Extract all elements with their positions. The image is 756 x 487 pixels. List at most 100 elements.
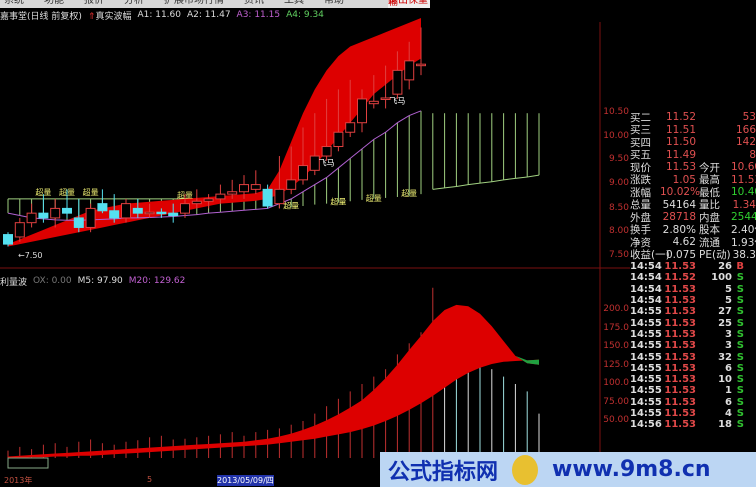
indicator-header: 利量波 OX: 0.00 M5: 97.90 M20: 129.62 xyxy=(0,275,185,288)
tick-time: 14:55 xyxy=(630,374,662,386)
candle-body xyxy=(62,207,72,214)
quote-value: 10.40 xyxy=(731,186,756,199)
tick-side: B xyxy=(736,261,744,273)
tick-volume: 3 xyxy=(725,340,732,352)
menu-item[interactable]: 报价 xyxy=(84,0,104,6)
tick-time: 14:55 xyxy=(630,317,662,329)
candle-body xyxy=(333,131,344,148)
quote-label: 内盘 xyxy=(699,211,720,224)
tick-row: 14:55 11.53 25 S xyxy=(630,317,756,329)
quote-value: 8 xyxy=(749,148,756,161)
quote-label: 涨跌 xyxy=(630,174,651,187)
low-price-label: ←7.50 xyxy=(18,251,43,260)
quote-value: 11.51 xyxy=(665,123,696,136)
price-tick: 10.50 xyxy=(603,107,629,117)
quote-value: 1.34 xyxy=(732,198,756,211)
quote-value: 54164 xyxy=(662,198,696,211)
candle-body xyxy=(309,155,320,171)
quote-value: 11.53 xyxy=(731,173,756,186)
menu-item[interactable]: 功能 xyxy=(44,0,64,6)
tick-volume: 6 xyxy=(725,362,732,374)
tick-time: 14:55 xyxy=(630,340,662,352)
quote-label: 涨幅 xyxy=(630,186,651,199)
candle-body xyxy=(250,184,261,190)
quote-row: 买二 11.52 53 xyxy=(630,111,756,124)
signal-label: 超量 xyxy=(83,187,99,197)
quote-row: 总量 54164 量比 1.34 xyxy=(630,199,756,212)
quote-value: 10.60 xyxy=(731,161,756,174)
tick-volume: 10 xyxy=(718,374,732,386)
axis-month: 5 xyxy=(147,475,153,484)
tick-price: 11.52 xyxy=(664,272,696,284)
quote-value: 166 xyxy=(735,123,756,136)
candle-body xyxy=(14,222,25,238)
main-chart-header: 嘉事堂(日线 前复权) ⇑真实波幅 A1: 11.60 A2: 11.47 A3… xyxy=(0,9,324,22)
quote-label: 买四 xyxy=(630,136,651,149)
menu-item[interactable]: 帮助 xyxy=(324,0,344,6)
tick-time: 14:54 xyxy=(630,295,662,307)
candle-body xyxy=(38,212,49,219)
quote-value: 11.52 xyxy=(665,111,696,124)
tick-side: S xyxy=(736,317,744,329)
quote-value: 28718 xyxy=(662,211,696,224)
menu-item[interactable]: 扩展市场行情 xyxy=(164,0,224,6)
quote-value: 4.62 xyxy=(672,236,696,249)
indicator-tick: 150.0 xyxy=(603,341,629,351)
tick-time: 14:55 xyxy=(630,408,662,419)
tick-side: S xyxy=(736,408,744,419)
quote-label: 总量 xyxy=(630,199,651,212)
tick-row: 14:54 11.53 5 S xyxy=(630,295,756,306)
candle-body xyxy=(357,98,367,124)
quote-label: 股本 xyxy=(699,224,720,237)
tick-price: 11.53 xyxy=(664,317,696,329)
ox-value: OX: 0.00 xyxy=(33,276,72,286)
quote-value: 53 xyxy=(742,111,756,124)
quote-label: PE(动) xyxy=(699,249,731,262)
quote-row: 买四 11.50 142 xyxy=(630,136,756,149)
tick-price: 11.53 xyxy=(664,408,696,419)
price-tick: 9.50 xyxy=(608,154,629,164)
tick-volume: 25 xyxy=(718,317,732,329)
quote-row: 买三 11.51 166 xyxy=(630,124,756,137)
tick-side: S xyxy=(736,374,744,386)
tick-row: 14:55 11.53 6 S xyxy=(630,363,756,374)
a4-value: A4: 9.34 xyxy=(286,10,324,20)
tick-side: S xyxy=(736,328,744,340)
indicator-tick: 100.0 xyxy=(603,378,629,388)
tick-side: S xyxy=(736,419,744,431)
exit-button[interactable]: 退出保重输 xyxy=(388,0,430,8)
indicator-name: ⇑真实波幅 xyxy=(87,11,132,22)
quote-label: 换手 xyxy=(630,224,651,237)
candle-body xyxy=(215,193,226,200)
m5-value: M5: 97.90 xyxy=(77,276,123,286)
quote-value: 1.93亿 xyxy=(731,236,756,249)
quote-value: 2.80% xyxy=(662,223,696,236)
tick-time: 14:55 xyxy=(630,328,662,340)
tick-time: 14:56 xyxy=(630,419,662,431)
quote-value: 38.3 xyxy=(732,248,756,261)
tick-row: 14:54 11.52 100 S xyxy=(630,272,756,283)
tick-volume: 3 xyxy=(725,328,732,340)
tick-time: 14:55 xyxy=(630,351,662,363)
candle-body xyxy=(85,207,96,228)
candle-body xyxy=(156,211,167,215)
stock-title: 嘉事堂(日线 前复权) xyxy=(0,11,82,22)
menu-item[interactable]: 系统 xyxy=(4,0,24,6)
tick-price: 11.53 xyxy=(664,362,696,374)
tick-price: 11.53 xyxy=(664,351,696,363)
tick-list[interactable]: 14:54 11.53 26 B 14:54 11.52 100 S 14:54 11.53 5 S 1… xyxy=(630,261,756,430)
menu-item[interactable]: 工具 xyxy=(284,0,304,6)
signal-label: 超量 xyxy=(366,193,382,203)
menu-item[interactable]: 资讯 xyxy=(244,0,264,6)
menu-item[interactable]: 分析 xyxy=(124,0,144,6)
quote-panel: 买二 11.52 53 买三 11.51 166 买四 11.50 142 买五 11.49 8 现价 1… xyxy=(630,111,756,261)
tick-price: 11.53 xyxy=(664,385,696,397)
tick-volume: 5 xyxy=(725,295,732,307)
tick-price: 11.53 xyxy=(664,328,696,340)
tick-row: 14:55 11.53 4 S xyxy=(630,408,756,419)
watermark-text: 公式指标网 xyxy=(388,459,499,485)
tick-price: 11.53 xyxy=(664,261,696,273)
